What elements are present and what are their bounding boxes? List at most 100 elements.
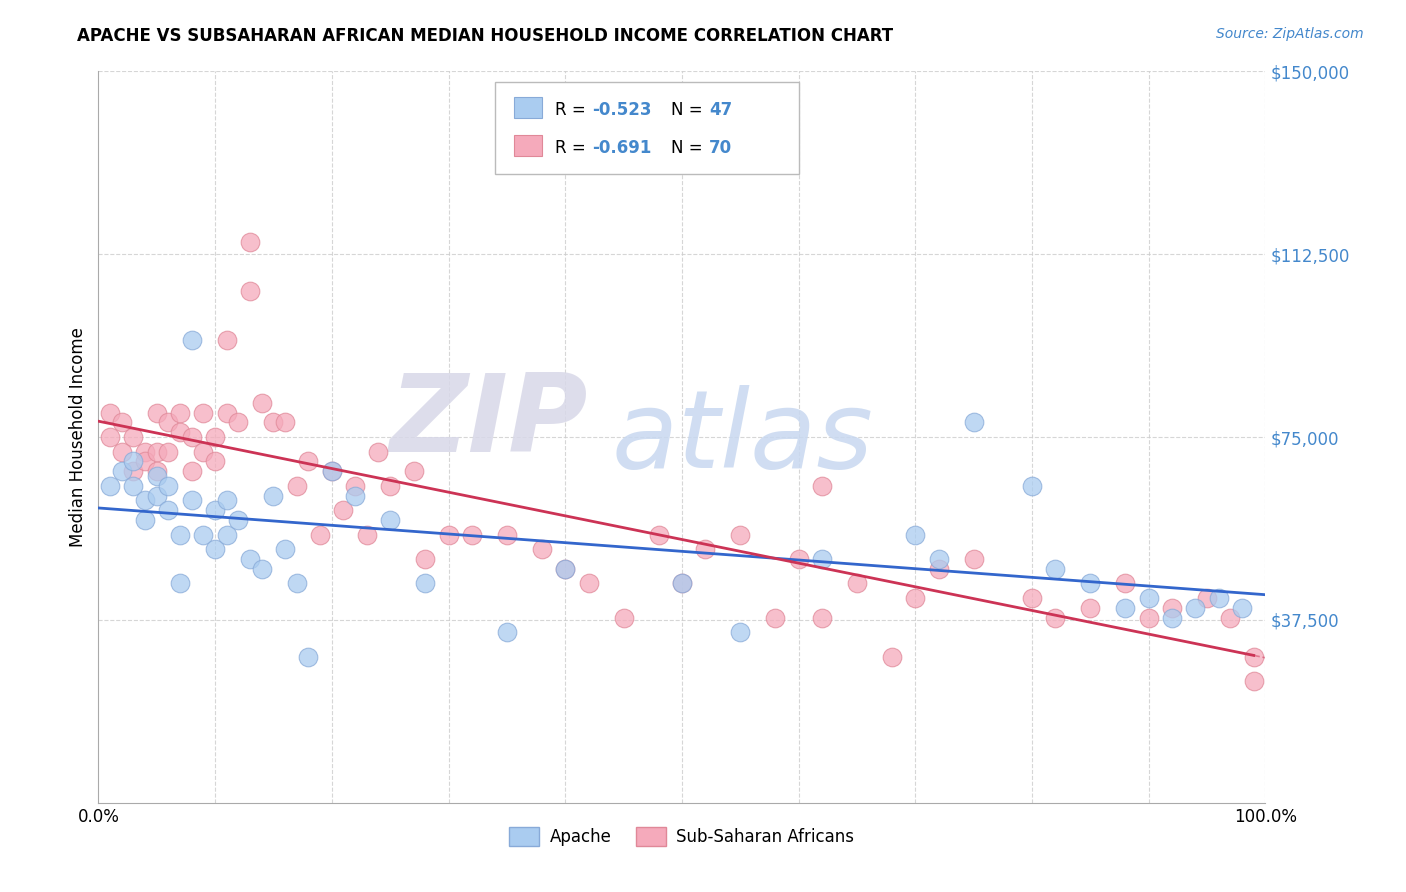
Text: 70: 70 bbox=[709, 139, 733, 157]
Point bbox=[578, 576, 600, 591]
Point bbox=[811, 610, 834, 624]
Point bbox=[1161, 600, 1184, 615]
Point bbox=[730, 625, 752, 640]
Point bbox=[1243, 673, 1265, 688]
Point bbox=[157, 479, 180, 493]
Point bbox=[613, 610, 636, 624]
Point bbox=[811, 479, 834, 493]
Point bbox=[180, 333, 202, 347]
Text: R =: R = bbox=[555, 139, 591, 157]
Point bbox=[671, 576, 693, 591]
Point bbox=[928, 552, 950, 566]
Point bbox=[146, 444, 169, 458]
Point bbox=[962, 416, 984, 430]
Point bbox=[461, 527, 484, 541]
Point bbox=[695, 542, 717, 557]
Point bbox=[297, 649, 319, 664]
Point bbox=[262, 489, 284, 503]
Point bbox=[928, 562, 950, 576]
Point bbox=[180, 430, 202, 444]
Point bbox=[554, 562, 576, 576]
Text: -0.691: -0.691 bbox=[592, 139, 651, 157]
Text: APACHE VS SUBSAHARAN AFRICAN MEDIAN HOUSEHOLD INCOME CORRELATION CHART: APACHE VS SUBSAHARAN AFRICAN MEDIAN HOUS… bbox=[77, 27, 893, 45]
Point bbox=[146, 406, 169, 420]
Point bbox=[274, 416, 297, 430]
Point bbox=[402, 464, 425, 478]
Point bbox=[787, 552, 810, 566]
Point bbox=[437, 527, 460, 541]
Point bbox=[157, 444, 180, 458]
Point bbox=[554, 562, 576, 576]
Point bbox=[250, 562, 273, 576]
Point bbox=[285, 576, 308, 591]
Point bbox=[309, 527, 332, 541]
Point bbox=[193, 406, 215, 420]
Point bbox=[215, 493, 238, 508]
FancyBboxPatch shape bbox=[513, 136, 541, 156]
Point bbox=[1195, 591, 1218, 605]
Point bbox=[380, 479, 402, 493]
Point bbox=[146, 489, 169, 503]
Y-axis label: Median Household Income: Median Household Income bbox=[69, 327, 87, 547]
Point bbox=[215, 333, 238, 347]
Point bbox=[1080, 576, 1102, 591]
Point bbox=[134, 444, 156, 458]
Point bbox=[297, 454, 319, 468]
Point bbox=[169, 527, 191, 541]
Point bbox=[904, 527, 927, 541]
Point bbox=[1114, 600, 1136, 615]
Text: R =: R = bbox=[555, 101, 591, 120]
Point bbox=[111, 464, 134, 478]
Point bbox=[413, 552, 436, 566]
Point bbox=[1045, 610, 1067, 624]
Point bbox=[344, 479, 367, 493]
Point bbox=[880, 649, 903, 664]
Point bbox=[239, 284, 262, 298]
Point bbox=[962, 552, 984, 566]
Point bbox=[180, 464, 202, 478]
FancyBboxPatch shape bbox=[495, 82, 799, 174]
Point bbox=[274, 542, 297, 557]
Point bbox=[846, 576, 869, 591]
Point bbox=[250, 396, 273, 410]
Point bbox=[413, 576, 436, 591]
Point bbox=[111, 416, 134, 430]
Text: -0.523: -0.523 bbox=[592, 101, 651, 120]
Point bbox=[169, 576, 191, 591]
Point bbox=[239, 235, 262, 249]
Point bbox=[904, 591, 927, 605]
Point bbox=[1137, 591, 1160, 605]
Point bbox=[367, 444, 389, 458]
Point bbox=[1219, 610, 1241, 624]
Point bbox=[204, 542, 226, 557]
Point bbox=[204, 430, 226, 444]
Point bbox=[169, 425, 191, 440]
Point bbox=[530, 542, 553, 557]
Point bbox=[356, 527, 378, 541]
Point bbox=[1137, 610, 1160, 624]
Point bbox=[122, 479, 145, 493]
Point bbox=[180, 493, 202, 508]
Point bbox=[380, 513, 402, 527]
Point bbox=[647, 527, 669, 541]
Point bbox=[811, 552, 834, 566]
Point bbox=[321, 464, 343, 478]
Text: 47: 47 bbox=[709, 101, 733, 120]
Point bbox=[228, 513, 250, 527]
Text: ZIP: ZIP bbox=[391, 369, 589, 475]
Point bbox=[262, 416, 284, 430]
Text: N =: N = bbox=[672, 101, 709, 120]
Point bbox=[146, 464, 169, 478]
Point bbox=[134, 454, 156, 468]
Point bbox=[169, 406, 191, 420]
Point bbox=[321, 464, 343, 478]
Text: Source: ZipAtlas.com: Source: ZipAtlas.com bbox=[1216, 27, 1364, 41]
Point bbox=[496, 625, 519, 640]
Text: N =: N = bbox=[672, 139, 709, 157]
Point bbox=[1080, 600, 1102, 615]
Point bbox=[344, 489, 367, 503]
FancyBboxPatch shape bbox=[513, 97, 541, 118]
Point bbox=[134, 493, 156, 508]
Point bbox=[193, 527, 215, 541]
Point bbox=[98, 430, 121, 444]
